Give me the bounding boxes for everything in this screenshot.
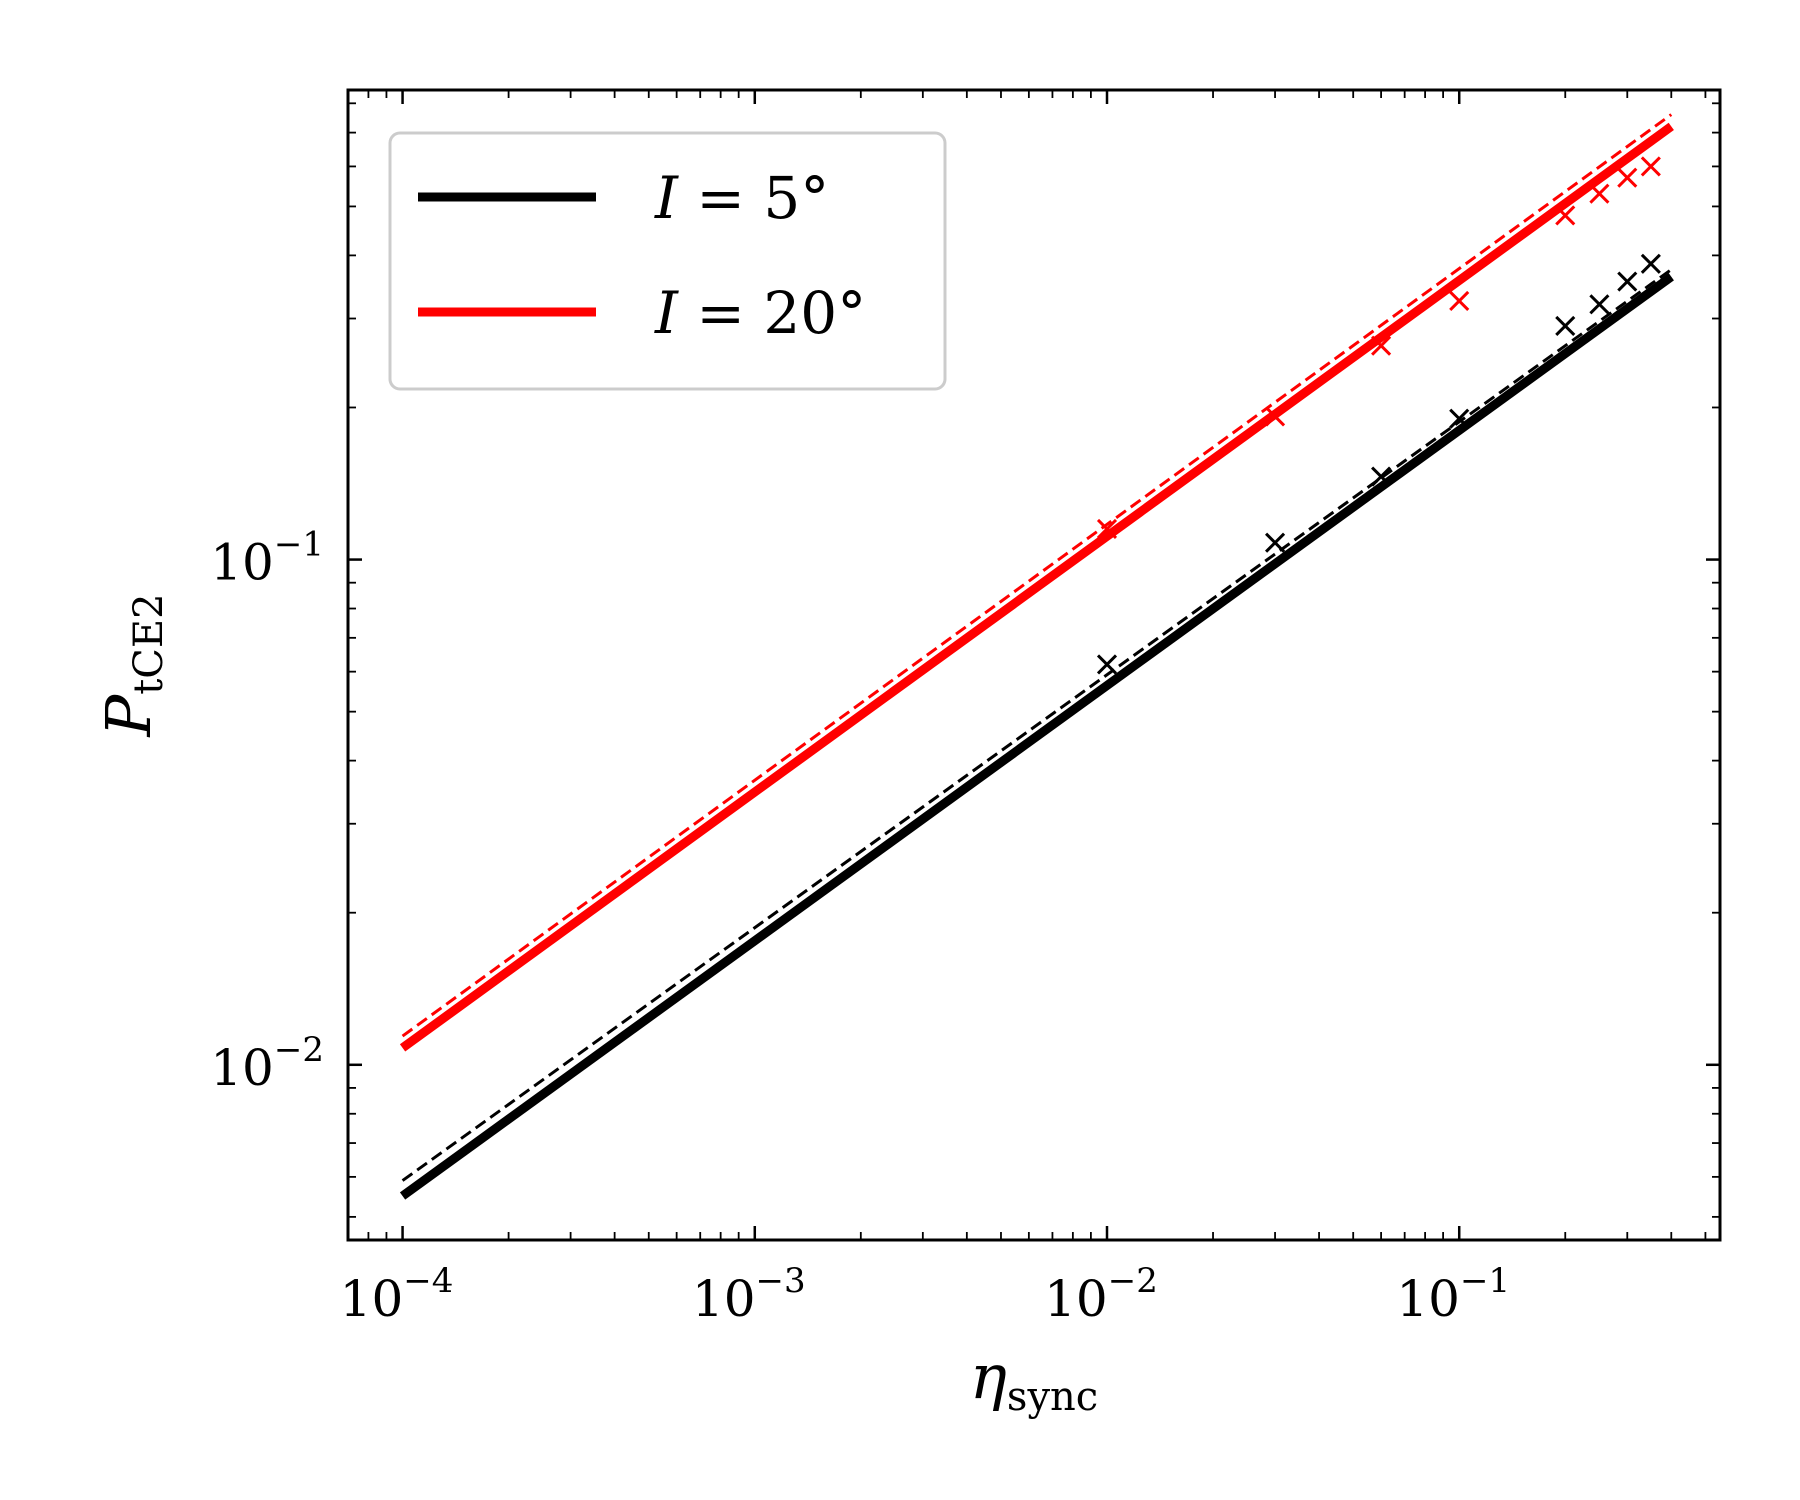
x-tick-label: 10−2	[1044, 1261, 1158, 1328]
marker-i5	[1555, 315, 1576, 337]
dashed-line-i20	[401, 113, 1673, 1038]
marker-i20	[1371, 335, 1392, 356]
solid-line-i5	[399, 273, 1674, 1200]
marker-i20	[1449, 290, 1470, 312]
marker-stroke	[1589, 294, 1610, 315]
marker-i5	[1096, 654, 1118, 675]
y-tick-label: 10−2	[210, 1030, 324, 1097]
marker-stroke	[1449, 408, 1470, 429]
marker-i20	[1555, 205, 1576, 226]
major-ticks	[348, 90, 1720, 1240]
marker-stroke	[1555, 315, 1576, 337]
legend-label-i5: I = 5°	[654, 164, 829, 232]
marker-i20	[1264, 406, 1286, 427]
x-tick-label: 10−1	[1396, 1261, 1510, 1328]
marker-stroke	[1449, 290, 1470, 312]
x-tick-labels: 10−4 10−3 10−2 10−1	[340, 1261, 1510, 1328]
marker-stroke	[1096, 654, 1118, 675]
marker-stroke	[1264, 406, 1286, 427]
series-i20	[399, 113, 1674, 1052]
y-axis-label: PtCE2	[92, 593, 172, 737]
x-tick-label: 10−3	[692, 1261, 806, 1328]
marker-i5	[1640, 253, 1661, 274]
marker-stroke	[1617, 167, 1638, 188]
series-layer	[399, 113, 1674, 1200]
marker-stroke	[1617, 271, 1638, 292]
marker-i5	[1449, 408, 1470, 429]
solid-line-i20	[399, 122, 1674, 1052]
marker-stroke	[1589, 183, 1610, 204]
marker-i20	[1640, 156, 1661, 177]
marker-i20	[1617, 167, 1638, 188]
legend-label-i20: I = 20°	[654, 279, 866, 347]
marker-i20	[1589, 183, 1610, 204]
marker-stroke	[1264, 532, 1286, 553]
x-tick-label: 10−4	[340, 1261, 454, 1328]
marker-i5	[1264, 532, 1286, 553]
x-axis-label: ηsync	[970, 1340, 1098, 1420]
marker-stroke	[1371, 335, 1392, 356]
y-tick-label: 10−1	[210, 525, 324, 592]
marker-stroke	[1371, 466, 1392, 487]
marker-stroke	[1555, 205, 1576, 226]
series-i5	[399, 253, 1674, 1200]
marker-i5	[1617, 271, 1638, 292]
legend: I = 5° I = 20°	[388, 131, 947, 391]
marker-stroke	[1640, 253, 1661, 274]
marker-i5	[1589, 294, 1610, 315]
marker-i5	[1371, 466, 1392, 487]
marker-i20	[1096, 518, 1118, 539]
marker-stroke	[1096, 518, 1118, 539]
plot-frame	[346, 88, 1722, 1242]
y-tick-labels: 10−2 10−1	[210, 525, 324, 1097]
marker-stroke	[1640, 156, 1661, 177]
